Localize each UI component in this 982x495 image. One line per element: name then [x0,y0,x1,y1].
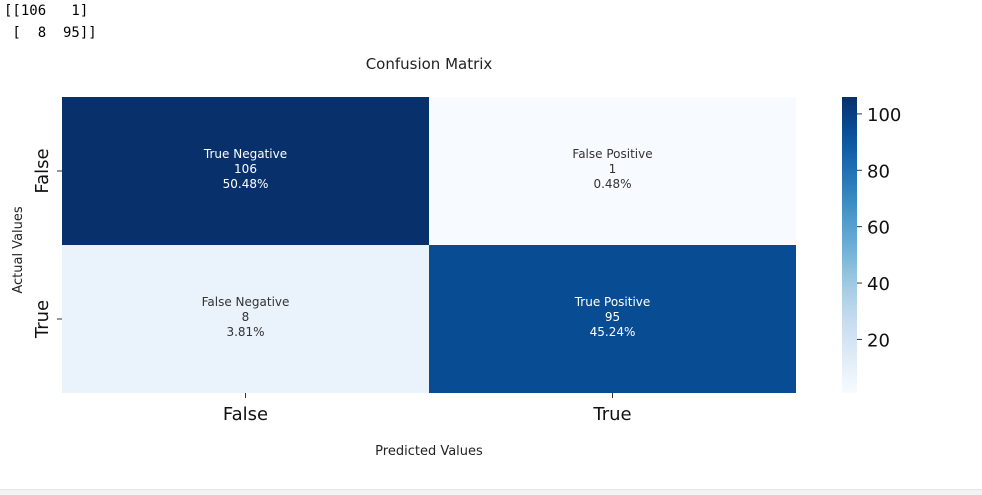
console-output: [[106 1] [ 8 95]] [4,0,97,44]
heatmap-cell [62,245,429,393]
cell-count: 95 [605,310,620,324]
colorbar-tick-label: 40 [867,274,890,295]
heatmap-cell [429,97,796,245]
colorbar-tick-label: 60 [867,218,890,239]
cell-percent: 45.24% [590,325,636,339]
console-line: [ 8 95]] [4,25,97,41]
cell-label: False Negative [202,295,290,309]
bottom-divider [0,489,982,495]
colorbar: 20 40 60 80 100 [842,97,901,393]
x-tick-label: False [223,404,268,425]
cell-percent: 3.81% [226,325,264,339]
x-axis-label: Predicted Values [375,444,483,459]
heatmap-axes: False True False True [32,148,632,425]
y-tick-label: False [32,148,53,193]
console-line: [[106 1] [4,3,89,19]
cell-label: True Positive [574,295,651,309]
colorbar-tick-label: 80 [867,161,890,182]
cell-count: 106 [234,162,257,176]
y-tick-label: True [32,300,53,339]
colorbar-tick-label: 20 [867,330,890,351]
heatmap-cell [62,97,429,245]
cell-count: 8 [242,310,250,324]
cell-label: False Positive [572,147,652,161]
colorbar-tick-label: 100 [867,105,901,126]
colorbar-gradient [842,97,857,393]
x-tick-label: True [592,404,631,425]
heatmap-cell [429,245,796,393]
cell-label: True Negative [203,147,287,161]
cell-count: 1 [609,162,617,176]
cell-percent: 50.48% [223,177,269,191]
cell-percent: 0.48% [593,177,631,191]
y-axis-label: Actual Values [11,206,26,294]
chart-title: Confusion Matrix [366,55,493,73]
